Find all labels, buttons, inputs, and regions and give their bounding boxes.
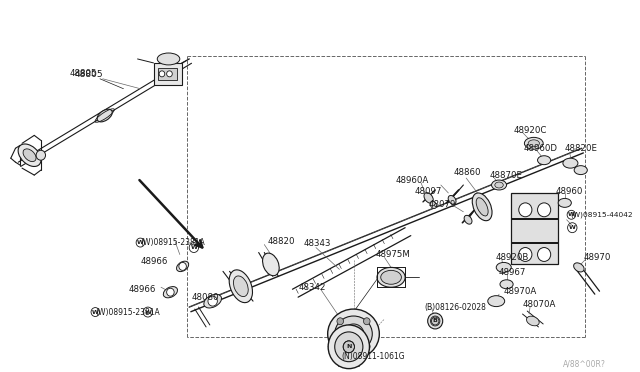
Text: W: W (569, 225, 576, 230)
Circle shape (538, 203, 550, 217)
Text: (W)08915-2381A: (W)08915-2381A (140, 238, 205, 247)
Bar (511, 218, 558, 220)
Ellipse shape (328, 309, 380, 359)
Text: 48966: 48966 (140, 257, 168, 266)
Circle shape (343, 341, 355, 353)
Circle shape (179, 262, 186, 270)
Ellipse shape (335, 316, 372, 352)
Ellipse shape (528, 140, 540, 147)
Ellipse shape (496, 262, 511, 272)
Ellipse shape (23, 149, 36, 161)
Ellipse shape (573, 263, 584, 272)
Circle shape (36, 150, 45, 160)
Text: 48080: 48080 (191, 293, 219, 302)
Circle shape (351, 332, 355, 336)
Ellipse shape (492, 180, 507, 190)
Ellipse shape (343, 324, 364, 344)
Text: 48960D: 48960D (524, 144, 557, 153)
Text: W: W (191, 245, 197, 250)
Text: A/88^00R?: A/88^00R? (563, 359, 606, 368)
Ellipse shape (177, 261, 189, 272)
Text: 48805: 48805 (70, 69, 97, 78)
Ellipse shape (574, 166, 588, 174)
Text: 48820: 48820 (268, 237, 296, 246)
Ellipse shape (234, 276, 248, 296)
Circle shape (208, 296, 218, 306)
Circle shape (519, 247, 532, 262)
Circle shape (166, 288, 174, 296)
Text: 48870E: 48870E (490, 171, 523, 180)
Bar (377, 267, 405, 287)
Circle shape (364, 343, 370, 350)
Text: 48079: 48079 (429, 201, 456, 209)
Ellipse shape (262, 253, 279, 276)
Circle shape (428, 313, 443, 329)
Bar (511, 241, 558, 244)
Circle shape (364, 318, 370, 325)
Ellipse shape (488, 296, 505, 307)
Ellipse shape (163, 286, 177, 298)
Ellipse shape (448, 196, 456, 204)
Text: 48860: 48860 (454, 168, 481, 177)
Text: 48967: 48967 (499, 268, 527, 277)
Ellipse shape (495, 182, 503, 188)
Text: W: W (137, 240, 144, 245)
Circle shape (337, 343, 344, 350)
Bar (511, 193, 558, 264)
Text: W: W (568, 212, 575, 217)
Text: 48975M: 48975M (375, 250, 410, 259)
Text: 48970A: 48970A (504, 287, 537, 296)
Circle shape (337, 318, 344, 325)
Ellipse shape (527, 316, 539, 326)
Text: W: W (145, 310, 151, 315)
Ellipse shape (97, 109, 112, 122)
Ellipse shape (157, 53, 180, 65)
Ellipse shape (381, 270, 401, 284)
Text: 48920B: 48920B (495, 253, 529, 262)
Text: 48070A: 48070A (522, 299, 556, 309)
Ellipse shape (524, 137, 543, 149)
Circle shape (335, 332, 363, 362)
Ellipse shape (229, 270, 253, 303)
Ellipse shape (500, 280, 513, 289)
Circle shape (519, 203, 532, 217)
Circle shape (166, 71, 172, 77)
Text: N: N (346, 344, 351, 349)
Text: (N)08911-1061G: (N)08911-1061G (341, 352, 405, 361)
Circle shape (431, 317, 439, 325)
Text: 48343: 48343 (304, 239, 332, 248)
Circle shape (538, 247, 550, 262)
Text: 48960: 48960 (556, 187, 583, 196)
Ellipse shape (377, 267, 405, 287)
Ellipse shape (563, 158, 578, 168)
Ellipse shape (430, 201, 436, 208)
Text: 48960A: 48960A (396, 176, 429, 185)
Bar (158, 68, 177, 80)
Text: 48805: 48805 (75, 70, 103, 79)
Text: B: B (433, 318, 438, 324)
Bar (154, 63, 182, 85)
Text: 48966: 48966 (128, 285, 156, 294)
Ellipse shape (538, 156, 550, 165)
Circle shape (328, 325, 369, 369)
Ellipse shape (424, 193, 433, 203)
Ellipse shape (464, 215, 472, 224)
Text: (W)08915-44042: (W)08915-44042 (570, 212, 633, 218)
Ellipse shape (204, 294, 221, 308)
Text: 48970: 48970 (584, 253, 611, 262)
Ellipse shape (476, 198, 488, 216)
Ellipse shape (472, 193, 492, 221)
Text: 48097: 48097 (415, 187, 442, 196)
Text: 48920C: 48920C (513, 126, 547, 135)
Text: (W)08915-2381A: (W)08915-2381A (95, 308, 160, 317)
Text: W: W (92, 310, 99, 315)
Text: (B)08126-02028: (B)08126-02028 (424, 302, 486, 312)
Text: 48342: 48342 (298, 283, 326, 292)
Ellipse shape (18, 144, 41, 167)
Ellipse shape (558, 198, 572, 207)
Circle shape (159, 71, 164, 77)
Text: 48820E: 48820E (564, 144, 598, 153)
